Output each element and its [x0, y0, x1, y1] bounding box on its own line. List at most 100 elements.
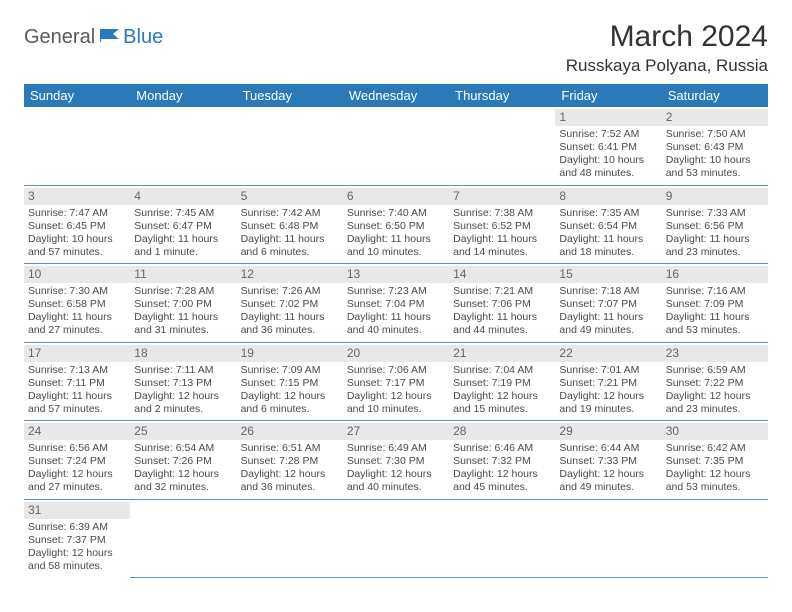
calendar-day-cell: 9 Sunrise: 7:33 AMSunset: 6:56 PMDaylight… — [662, 185, 768, 264]
daylight-text: Daylight: 12 hours and 36 minutes. — [241, 468, 339, 494]
calendar-day-cell — [449, 107, 555, 185]
day-number: 28 — [449, 423, 555, 440]
day-number: 11 — [130, 266, 236, 283]
calendar-day-cell: 26Sunrise: 6:51 AMSunset: 7:28 PMDayligh… — [237, 421, 343, 500]
calendar-day-cell: 4 Sunrise: 7:45 AMSunset: 6:47 PMDaylight… — [130, 185, 236, 264]
day-number: 31 — [24, 502, 130, 519]
sunrise-text: Sunrise: 7:47 AM — [28, 207, 126, 220]
calendar-day-cell: 6Sunrise: 7:40 AMSunset: 6:50 PMDaylight… — [343, 185, 449, 264]
calendar-day-cell — [343, 499, 449, 577]
calendar-day-cell — [662, 499, 768, 577]
sunset-text: Sunset: 6:41 PM — [559, 141, 657, 154]
calendar-table: Sunday Monday Tuesday Wednesday Thursday… — [24, 84, 768, 578]
daylight-text: Daylight: 11 hours and 1 minute. — [134, 233, 232, 259]
calendar-day-cell — [343, 107, 449, 185]
sunset-text: Sunset: 7:22 PM — [666, 377, 764, 390]
sunrise-text: Sunrise: 7:26 AM — [241, 285, 339, 298]
sunrise-text: Sunrise: 7:01 AM — [559, 364, 657, 377]
calendar-day-cell — [555, 499, 661, 577]
sunrise-text: Sunrise: 6:51 AM — [241, 442, 339, 455]
calendar-day-cell: 15Sunrise: 7:18 AMSunset: 7:07 PMDayligh… — [555, 264, 661, 343]
daylight-text: Daylight: 12 hours and 15 minutes. — [453, 390, 551, 416]
sunset-text: Sunset: 7:21 PM — [559, 377, 657, 390]
calendar-day-cell — [24, 107, 130, 185]
calendar-day-cell: 31 Sunrise: 6:39 AMSunset: 7:37 PMDayligh… — [24, 499, 130, 577]
day-number: 19 — [237, 345, 343, 362]
day-number: 3 — [24, 188, 130, 205]
sunrise-text: Sunrise: 7:11 AM — [134, 364, 232, 377]
daylight-text: Daylight: 12 hours and 58 minutes. — [28, 547, 126, 573]
daylight-text: Daylight: 11 hours and 27 minutes. — [28, 311, 126, 337]
calendar-day-cell: 12Sunrise: 7:26 AMSunset: 7:02 PMDayligh… — [237, 264, 343, 343]
daylight-text: Daylight: 12 hours and 40 minutes. — [347, 468, 445, 494]
sunrise-text: Sunrise: 6:59 AM — [666, 364, 764, 377]
sunrise-text: Sunrise: 6:54 AM — [134, 442, 232, 455]
calendar-day-cell: 25Sunrise: 6:54 AMSunset: 7:26 PMDayligh… — [130, 421, 236, 500]
sunset-text: Sunset: 7:06 PM — [453, 298, 551, 311]
calendar-week-row: 31 Sunrise: 6:39 AMSunset: 7:37 PMDayligh… — [24, 499, 768, 577]
sunrise-text: Sunrise: 7:13 AM — [28, 364, 126, 377]
sunset-text: Sunset: 6:56 PM — [666, 220, 764, 233]
sunset-text: Sunset: 7:28 PM — [241, 455, 339, 468]
daylight-text: Daylight: 12 hours and 19 minutes. — [559, 390, 657, 416]
daylight-text: Daylight: 11 hours and 23 minutes. — [666, 233, 764, 259]
daylight-text: Daylight: 12 hours and 27 minutes. — [28, 468, 126, 494]
calendar-week-row: 3Sunrise: 7:47 AMSunset: 6:45 PMDaylight… — [24, 185, 768, 264]
calendar-day-cell: 28Sunrise: 6:46 AMSunset: 7:32 PMDayligh… — [449, 421, 555, 500]
daylight-text: Daylight: 11 hours and 31 minutes. — [134, 311, 232, 337]
sunset-text: Sunset: 7:26 PM — [134, 455, 232, 468]
calendar-day-cell: 1Sunrise: 7:52 AMSunset: 6:41 PMDaylight… — [555, 107, 661, 185]
sunrise-text: Sunrise: 7:45 AM — [134, 207, 232, 220]
calendar-week-row: 10Sunrise: 7:30 AMSunset: 6:58 PMDayligh… — [24, 264, 768, 343]
sunset-text: Sunset: 7:15 PM — [241, 377, 339, 390]
daylight-text: Daylight: 11 hours and 49 minutes. — [559, 311, 657, 337]
day-number: 29 — [555, 423, 661, 440]
daylight-text: Daylight: 12 hours and 49 minutes. — [559, 468, 657, 494]
sunset-text: Sunset: 6:58 PM — [28, 298, 126, 311]
day-number: 8 — [555, 188, 661, 205]
calendar-week-row: 24Sunrise: 6:56 AMSunset: 7:24 PMDayligh… — [24, 421, 768, 500]
day-number: 2 — [662, 109, 768, 126]
sunset-text: Sunset: 7:37 PM — [28, 534, 126, 547]
title-block: March 2024 Russkaya Polyana, Russia — [566, 20, 768, 76]
sunrise-text: Sunrise: 7:33 AM — [666, 207, 764, 220]
sunset-text: Sunset: 7:02 PM — [241, 298, 339, 311]
sunrise-text: Sunrise: 7:30 AM — [28, 285, 126, 298]
day-number: 15 — [555, 266, 661, 283]
sunrise-text: Sunrise: 7:40 AM — [347, 207, 445, 220]
day-number: 1 — [555, 109, 661, 126]
calendar-day-cell: 13Sunrise: 7:23 AMSunset: 7:04 PMDayligh… — [343, 264, 449, 343]
sunset-text: Sunset: 7:35 PM — [666, 455, 764, 468]
daylight-text: Daylight: 10 hours and 57 minutes. — [28, 233, 126, 259]
sunrise-text: Sunrise: 7:42 AM — [241, 207, 339, 220]
sunset-text: Sunset: 6:47 PM — [134, 220, 232, 233]
sunrise-text: Sunrise: 6:56 AM — [28, 442, 126, 455]
sunrise-text: Sunrise: 7:50 AM — [666, 128, 764, 141]
sunset-text: Sunset: 6:48 PM — [241, 220, 339, 233]
day-number: 14 — [449, 266, 555, 283]
logo-text-general: General — [24, 26, 95, 49]
sunset-text: Sunset: 6:54 PM — [559, 220, 657, 233]
day-number: 9 — [662, 188, 768, 205]
sunrise-text: Sunrise: 7:38 AM — [453, 207, 551, 220]
calendar-day-cell — [449, 499, 555, 577]
weekday-header: Sunday — [24, 84, 130, 107]
sunrise-text: Sunrise: 7:06 AM — [347, 364, 445, 377]
sunrise-text: Sunrise: 7:28 AM — [134, 285, 232, 298]
sunrise-text: Sunrise: 6:39 AM — [28, 521, 126, 534]
day-number: 17 — [24, 345, 130, 362]
month-title: March 2024 — [566, 20, 768, 54]
calendar-day-cell: 5Sunrise: 7:42 AMSunset: 6:48 PMDaylight… — [237, 185, 343, 264]
logo-flag-icon — [99, 27, 121, 48]
calendar-day-cell: 10Sunrise: 7:30 AMSunset: 6:58 PMDayligh… — [24, 264, 130, 343]
daylight-text: Daylight: 11 hours and 14 minutes. — [453, 233, 551, 259]
sunrise-text: Sunrise: 7:09 AM — [241, 364, 339, 377]
sunrise-text: Sunrise: 7:16 AM — [666, 285, 764, 298]
sunset-text: Sunset: 7:07 PM — [559, 298, 657, 311]
calendar-week-row: 1Sunrise: 7:52 AMSunset: 6:41 PMDaylight… — [24, 107, 768, 185]
day-number: 23 — [662, 345, 768, 362]
day-number: 4 — [130, 188, 236, 205]
sunrise-text: Sunrise: 6:46 AM — [453, 442, 551, 455]
calendar-day-cell — [130, 107, 236, 185]
sunset-text: Sunset: 7:19 PM — [453, 377, 551, 390]
